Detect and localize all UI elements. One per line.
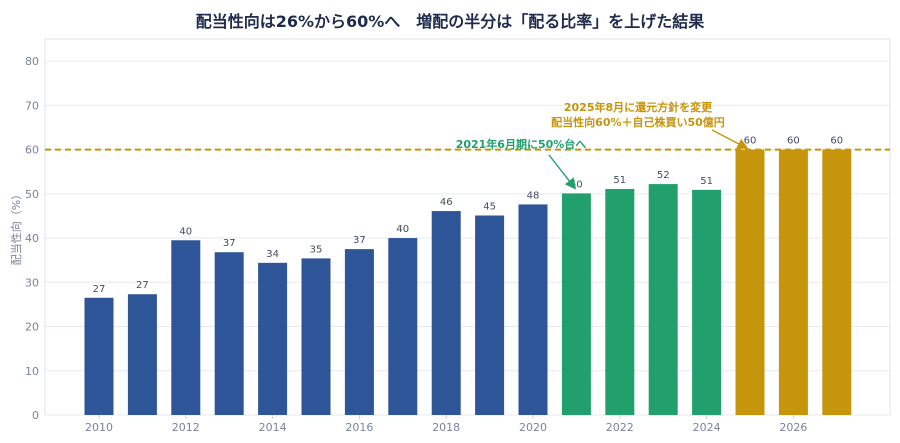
- y-tick-label: 20: [25, 321, 39, 334]
- data-label: 27: [136, 280, 149, 291]
- data-label: 60: [830, 136, 843, 147]
- y-tick-label: 10: [25, 365, 39, 378]
- data-label: 40: [396, 224, 409, 235]
- y-tick-label: 30: [25, 276, 39, 289]
- x-tick-label: 2010: [85, 421, 113, 434]
- x-tick-label: 2022: [606, 421, 634, 434]
- bar: [648, 184, 678, 415]
- chart-title: 配当性向は26%から60%へ 増配の半分は「配る比率」を上げた結果: [195, 12, 705, 31]
- bar: [605, 188, 635, 415]
- y-tick-label: 80: [25, 55, 39, 68]
- data-label: 40: [179, 226, 192, 237]
- data-label: 27: [93, 284, 106, 295]
- bar: [822, 149, 852, 415]
- bar: [127, 294, 157, 415]
- annotation-2025-line: 配当性向60%＋自己株買い50億円: [551, 115, 725, 129]
- y-tick-label: 70: [25, 99, 39, 112]
- bar: [344, 249, 374, 415]
- bar: [561, 193, 591, 415]
- bar: [475, 215, 505, 415]
- y-tick-label: 0: [32, 409, 39, 422]
- data-label: 45: [483, 201, 496, 212]
- bar: [171, 240, 201, 415]
- data-label: 37: [223, 238, 236, 249]
- bar: [778, 149, 808, 415]
- y-axis-label: 配当性向（%）: [9, 189, 23, 265]
- annotation-arrow-2021: [548, 154, 577, 190]
- data-label: 50: [570, 179, 583, 190]
- y-tick-label: 40: [25, 232, 39, 245]
- bar: [258, 262, 288, 415]
- data-label: 46: [440, 197, 453, 208]
- bar: [735, 149, 765, 415]
- data-label: 35: [310, 244, 323, 255]
- data-label: 34: [266, 249, 279, 260]
- x-tick-label: 2018: [432, 421, 460, 434]
- x-tick-label: 2020: [519, 421, 547, 434]
- data-label: 52: [657, 170, 670, 181]
- x-tick-label: 2024: [693, 421, 721, 434]
- data-label: 60: [787, 136, 800, 147]
- bar: [84, 297, 114, 415]
- y-tick-label: 60: [25, 144, 39, 157]
- annotation-2025-line: 2025年8月に還元方針を変更: [564, 100, 713, 114]
- x-tick-label: 2012: [172, 421, 200, 434]
- annotation-2021: 2021年6月期に50%台へ: [456, 137, 587, 151]
- bar: [214, 252, 244, 415]
- data-label: 37: [353, 235, 366, 246]
- data-label: 51: [700, 176, 713, 187]
- bar: [388, 238, 418, 415]
- bar: [692, 189, 722, 415]
- x-tick-label: 2026: [779, 421, 807, 434]
- x-tick-label: 2014: [259, 421, 287, 434]
- data-label: 60: [744, 136, 757, 147]
- y-tick-label: 50: [25, 188, 39, 201]
- data-label: 51: [613, 175, 626, 186]
- bar: [301, 258, 331, 415]
- bar: [431, 211, 461, 415]
- bar: [518, 204, 548, 415]
- data-label: 48: [527, 190, 540, 201]
- annotation-arrow-2025: [711, 129, 749, 149]
- x-tick-label: 2016: [345, 421, 373, 434]
